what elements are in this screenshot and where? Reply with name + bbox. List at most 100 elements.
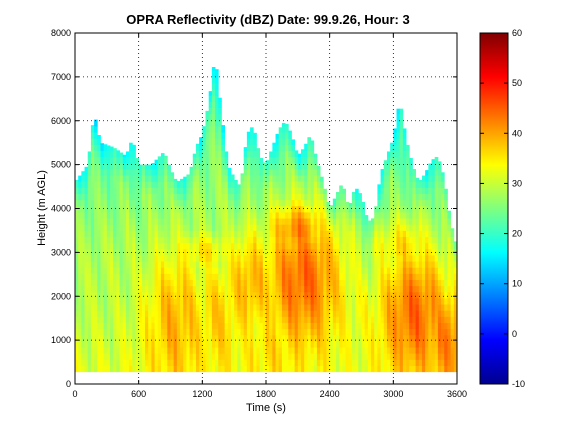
y-tick-label: 7000 [51, 72, 71, 82]
heatmap-cell [374, 206, 378, 213]
heatmap-cell [189, 199, 194, 207]
heatmap-cell [412, 175, 417, 182]
heatmap-cell [310, 279, 315, 287]
heatmap-cell [94, 365, 98, 373]
heatmap-cell [402, 150, 407, 158]
heatmap-cell [215, 76, 219, 84]
heatmap-cell [380, 193, 385, 201]
heatmap-cell [160, 230, 165, 237]
heatmap-cell [141, 322, 146, 330]
heatmap-cell [399, 365, 404, 373]
heatmap-cell [176, 205, 181, 213]
heatmap-cell [129, 162, 133, 170]
heatmap-cell [189, 285, 194, 293]
heatmap-cell [316, 267, 321, 274]
y-tick-label: 0 [66, 379, 71, 389]
heatmap-cell [266, 175, 270, 182]
heatmap-cell [90, 334, 95, 342]
heatmap-cell [275, 230, 280, 237]
heatmap-cell [227, 248, 232, 256]
heatmap-cell [218, 138, 222, 145]
heatmap-cell [145, 359, 149, 366]
heatmap-cell [211, 156, 216, 164]
heatmap-cell [342, 285, 346, 293]
heatmap-cell [221, 156, 226, 164]
heatmap-cell [211, 205, 216, 213]
heatmap-cell [154, 279, 159, 287]
heatmap-cell [160, 316, 165, 323]
heatmap-cell [113, 162, 117, 170]
heatmap-cell [396, 304, 401, 311]
heatmap-cell [288, 359, 292, 366]
heatmap-cell [240, 279, 245, 287]
heatmap-cell [183, 347, 187, 354]
heatmap-cell [157, 365, 162, 373]
heatmap-cell [399, 181, 404, 188]
heatmap-cell [138, 236, 143, 244]
heatmap-cell [110, 347, 114, 354]
heatmap-cell [84, 218, 89, 225]
heatmap-cell [243, 261, 248, 268]
heatmap-cell [97, 169, 101, 176]
heatmap-cell [250, 218, 254, 225]
heatmap-cell [374, 285, 378, 293]
heatmap-cell [390, 156, 394, 164]
heatmap-cell [262, 224, 267, 231]
heatmap-cell [348, 310, 353, 317]
heatmap-cell [345, 353, 350, 360]
heatmap-cell [202, 242, 206, 250]
heatmap-cell [141, 193, 146, 201]
heatmap-cell [145, 322, 149, 330]
heatmap-cell [176, 334, 181, 342]
heatmap-cell [434, 298, 439, 305]
heatmap-cell [437, 169, 442, 176]
heatmap-cell [132, 199, 136, 207]
heatmap-cell [441, 242, 445, 250]
heatmap-cell [151, 322, 155, 330]
heatmap-cell [90, 193, 95, 201]
heatmap-cell [113, 334, 117, 342]
heatmap-cell [262, 273, 267, 280]
heatmap-cell [94, 162, 98, 170]
heatmap-cell [218, 144, 222, 151]
heatmap-cell [195, 267, 200, 274]
heatmap-cell [151, 267, 155, 274]
heatmap-cell [294, 156, 299, 164]
heatmap-cell [342, 236, 346, 244]
heatmap-cell [431, 310, 436, 317]
heatmap-cell [447, 316, 452, 323]
heatmap-cell [97, 322, 101, 330]
heatmap-cell [278, 127, 283, 133]
heatmap-cell [132, 248, 136, 256]
heatmap-cell [141, 267, 146, 274]
heatmap-cell [237, 279, 241, 287]
heatmap-cell [170, 218, 175, 225]
heatmap-cell [332, 218, 337, 225]
heatmap-cell [316, 347, 321, 354]
heatmap-cell [383, 199, 388, 207]
heatmap-cell [374, 347, 378, 354]
heatmap-cell [103, 328, 108, 336]
heatmap-cell [250, 242, 254, 250]
heatmap-cell [285, 365, 289, 373]
heatmap-cell [160, 175, 165, 182]
heatmap-cell [199, 273, 203, 280]
heatmap-cell [215, 273, 219, 280]
heatmap-cell [406, 347, 410, 354]
heatmap-cell [425, 230, 429, 237]
heatmap-cell [183, 298, 187, 305]
heatmap-cell [113, 156, 117, 164]
heatmap-cell [355, 341, 359, 348]
heatmap-cell [278, 298, 283, 305]
heatmap-cell [135, 298, 140, 305]
heatmap-cell [148, 273, 152, 280]
heatmap-cell [320, 298, 324, 305]
heatmap-cell [246, 310, 251, 317]
heatmap-cell [364, 328, 369, 336]
heatmap-cell [230, 353, 235, 360]
heatmap-cell [310, 212, 315, 219]
heatmap-cell [180, 218, 184, 225]
heatmap-cell [281, 175, 286, 182]
heatmap-cell [189, 175, 194, 182]
heatmap-cell [339, 193, 343, 201]
